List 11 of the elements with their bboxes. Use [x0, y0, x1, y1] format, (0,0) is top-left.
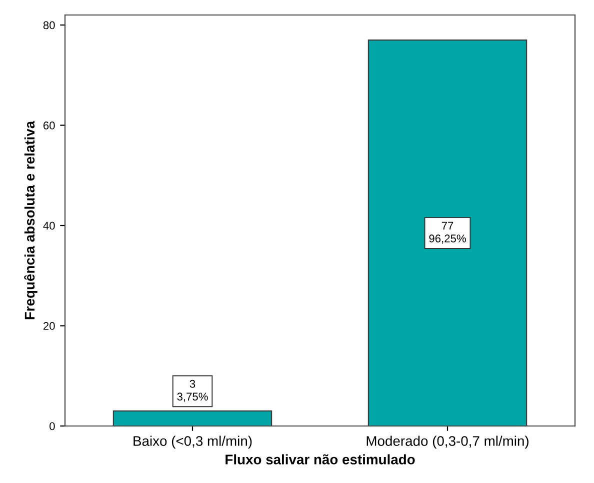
data-label: 77 96,25%	[429, 222, 466, 244]
x-tick-label: Baixo (<0,3 ml/min)	[134, 436, 252, 449]
data-label: 3 3,75%	[177, 380, 208, 402]
y-tick-label: 20	[43, 322, 55, 330]
y-axis-title: Frequência absoluta e relativa	[24, 120, 38, 320]
y-tick-label: 60	[43, 122, 55, 130]
y-tick-label: 80	[43, 21, 55, 30]
y-tick-label: 0	[50, 422, 55, 430]
x-axis-title: Fluxo salivar não estimulado	[226, 454, 415, 464]
y-tick-label: 40	[43, 222, 55, 230]
x-tick-label: Moderado (0,3-0,7 ml/min)	[366, 436, 528, 449]
